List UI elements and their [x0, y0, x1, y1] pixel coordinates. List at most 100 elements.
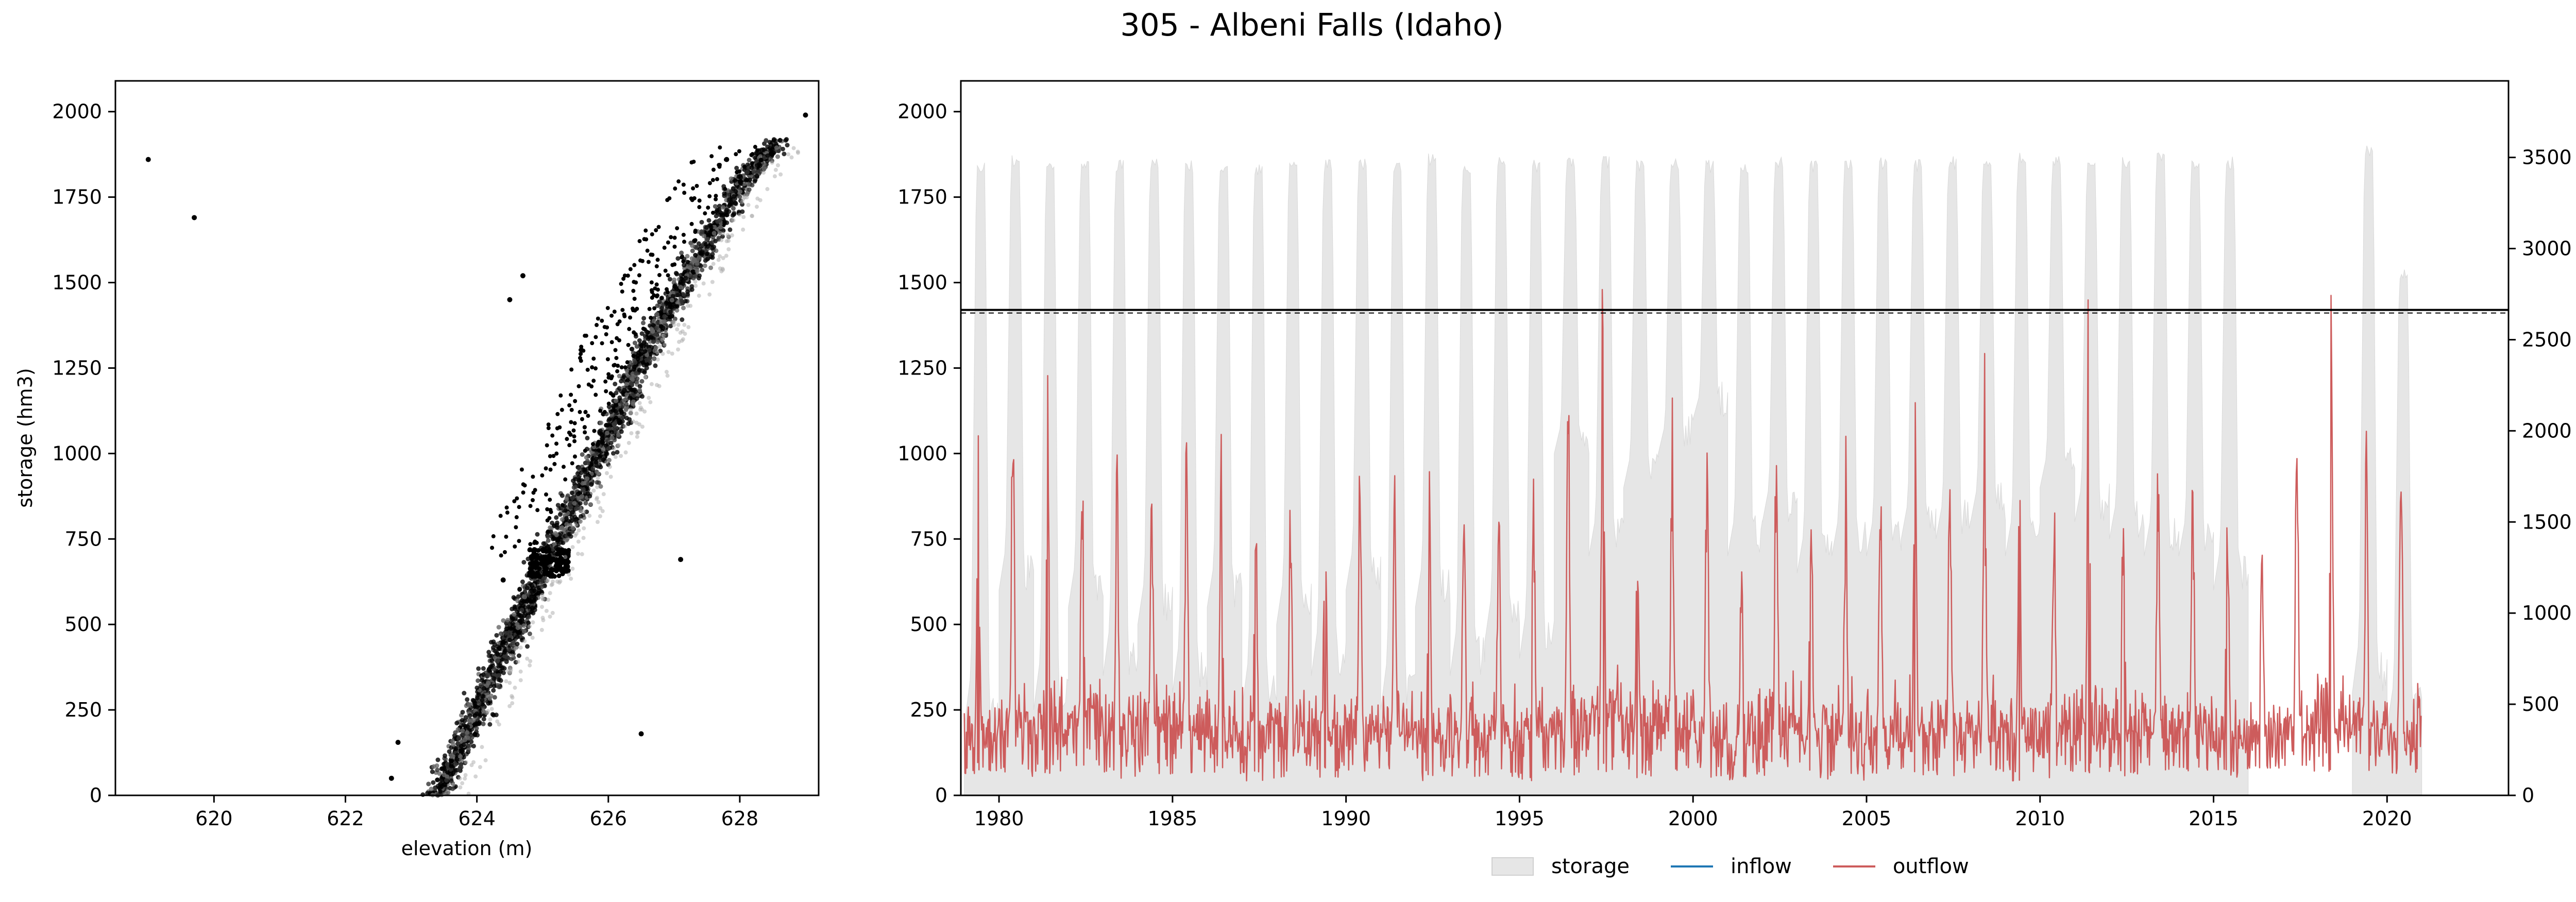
scatter-point [637, 401, 642, 405]
scatter-point [534, 540, 539, 545]
scatter-point [607, 465, 612, 469]
scatter-point [775, 154, 781, 159]
scatter-point [570, 545, 575, 550]
scatter-point [710, 280, 715, 284]
scatter-point [707, 292, 712, 297]
scatter-point [666, 350, 671, 354]
scatter-point [721, 267, 725, 272]
scatter-point [572, 454, 577, 459]
scatter-point [649, 280, 654, 285]
scatter-y-tick-label: 1000 [52, 442, 102, 465]
scatter-point [705, 256, 710, 261]
scatter-point [702, 263, 707, 268]
scatter-point [521, 490, 526, 495]
scatter-point [776, 163, 781, 167]
scatter-point [453, 730, 458, 735]
scatter-point [633, 308, 637, 313]
scatter-point [471, 760, 476, 764]
scatter-point [521, 559, 527, 565]
scatter-outlier [145, 157, 151, 162]
scatter-point [647, 307, 652, 311]
scatter-point [715, 177, 719, 181]
scatter-axes-frame [114, 80, 820, 796]
scatter-point [723, 186, 727, 191]
scatter-point [586, 414, 590, 418]
scatter-point [609, 430, 614, 435]
scatter-point [765, 144, 770, 149]
scatter-point [549, 567, 554, 572]
scatter-outlier [520, 273, 526, 279]
scatter-point [554, 525, 560, 530]
scatter-point [755, 196, 760, 201]
scatter-point [590, 466, 596, 471]
scatter-point [516, 659, 520, 664]
scatter-point [481, 709, 486, 714]
scatter-point [558, 393, 563, 398]
scatter-point [521, 614, 527, 619]
scatter-point [624, 382, 629, 387]
scatter-point [453, 746, 459, 751]
scatter-point [727, 197, 732, 202]
scatter-point [717, 207, 722, 212]
scatter-point [765, 153, 770, 158]
scatter-point [554, 515, 559, 520]
timeseries-left-y-tick-label: 250 [910, 699, 947, 721]
scatter-point [510, 701, 515, 706]
scatter-point [576, 552, 581, 556]
scatter-point [676, 179, 681, 184]
scatter-point [656, 225, 661, 229]
legend-label-inflow: inflow [1730, 855, 1792, 878]
scatter-point [539, 605, 544, 609]
scatter-point [733, 178, 738, 183]
scatter-outlier [724, 157, 730, 162]
scatter-point [655, 339, 660, 345]
scatter-point [612, 310, 617, 314]
scatter-point [437, 789, 443, 794]
scatter-point [619, 454, 623, 458]
scatter-point [461, 722, 466, 727]
scatter-point [459, 743, 464, 748]
scatter-point [435, 768, 440, 773]
scatter-point [604, 389, 608, 394]
timeseries-right-y-tick-label: 500 [2522, 693, 2560, 716]
scatter-point [686, 325, 691, 330]
scatter-x-tick-label: 622 [327, 807, 364, 830]
scatter-point [738, 189, 743, 194]
scatter-point [605, 438, 611, 444]
scatter-point [731, 218, 736, 223]
legend-swatch-outflow [1833, 865, 1875, 867]
scatter-point [504, 679, 509, 684]
scatter-point [747, 187, 752, 192]
scatter-point [600, 341, 604, 346]
scatter-point [511, 616, 516, 621]
scatter-point [679, 250, 684, 256]
scatter-point [569, 420, 573, 424]
scatter-point [674, 271, 680, 277]
scatter-point [584, 455, 589, 460]
scatter-point [465, 735, 470, 740]
scatter-point [622, 387, 627, 393]
scatter-point [505, 510, 510, 515]
scatter-point [753, 145, 757, 149]
scatter-point [623, 365, 628, 370]
scatter-point [548, 558, 553, 563]
scatter-point [528, 542, 533, 547]
scatter-point [625, 274, 630, 278]
scatter-point [615, 336, 619, 341]
scatter-point [691, 269, 696, 275]
scatter-point [687, 265, 692, 270]
scatter-point [744, 192, 750, 197]
scatter-point [701, 281, 706, 286]
scatter-point [514, 525, 518, 530]
scatter-point [690, 243, 695, 248]
scatter-point [544, 466, 548, 471]
scatter-point [548, 525, 553, 530]
scatter-point [683, 331, 687, 336]
scatter-point [617, 420, 622, 426]
scatter-point [737, 194, 742, 199]
scatter-point [571, 478, 576, 483]
timeseries-right-y-tick-label: 3500 [2522, 146, 2572, 169]
scatter-point [583, 501, 588, 506]
scatter-point [531, 620, 535, 625]
